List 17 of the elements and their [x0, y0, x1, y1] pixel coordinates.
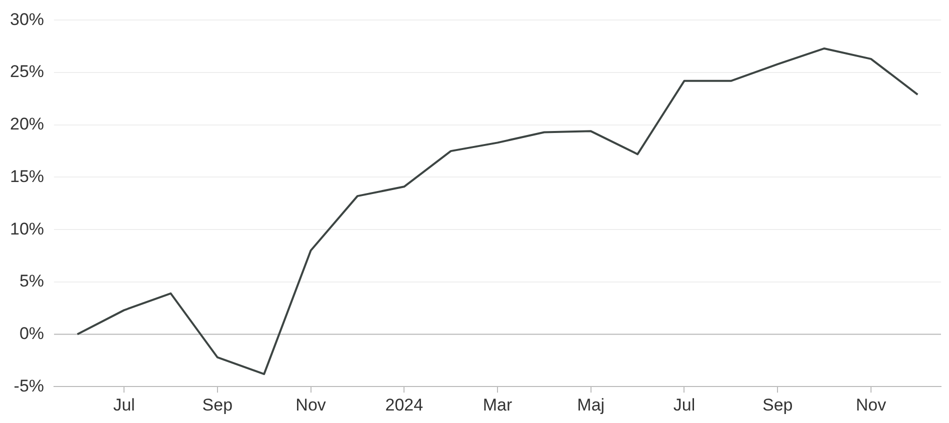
- y-tick-label: 10%: [10, 219, 44, 238]
- x-tick-label: Maj: [577, 395, 605, 414]
- y-tick-label: -5%: [14, 376, 44, 396]
- y-tick-label: 25%: [10, 62, 44, 82]
- x-tick-label: Sep: [202, 395, 233, 414]
- x-tick-label: Sep: [762, 395, 793, 414]
- y-tick-label: 5%: [19, 272, 44, 291]
- y-tick-label: 20%: [10, 114, 44, 134]
- y-tick-label: 15%: [10, 166, 44, 186]
- x-tick-label: 2024: [385, 395, 424, 414]
- x-tick-label: Jul: [673, 395, 696, 414]
- x-tick-label: Nov: [856, 395, 887, 414]
- x-tick-label: Jul: [113, 395, 135, 414]
- x-tick-label: Nov: [296, 395, 326, 414]
- y-tick-label: 0%: [19, 324, 44, 343]
- y-tick-label: 30%: [10, 10, 44, 29]
- x-tick-label: Mar: [482, 395, 512, 414]
